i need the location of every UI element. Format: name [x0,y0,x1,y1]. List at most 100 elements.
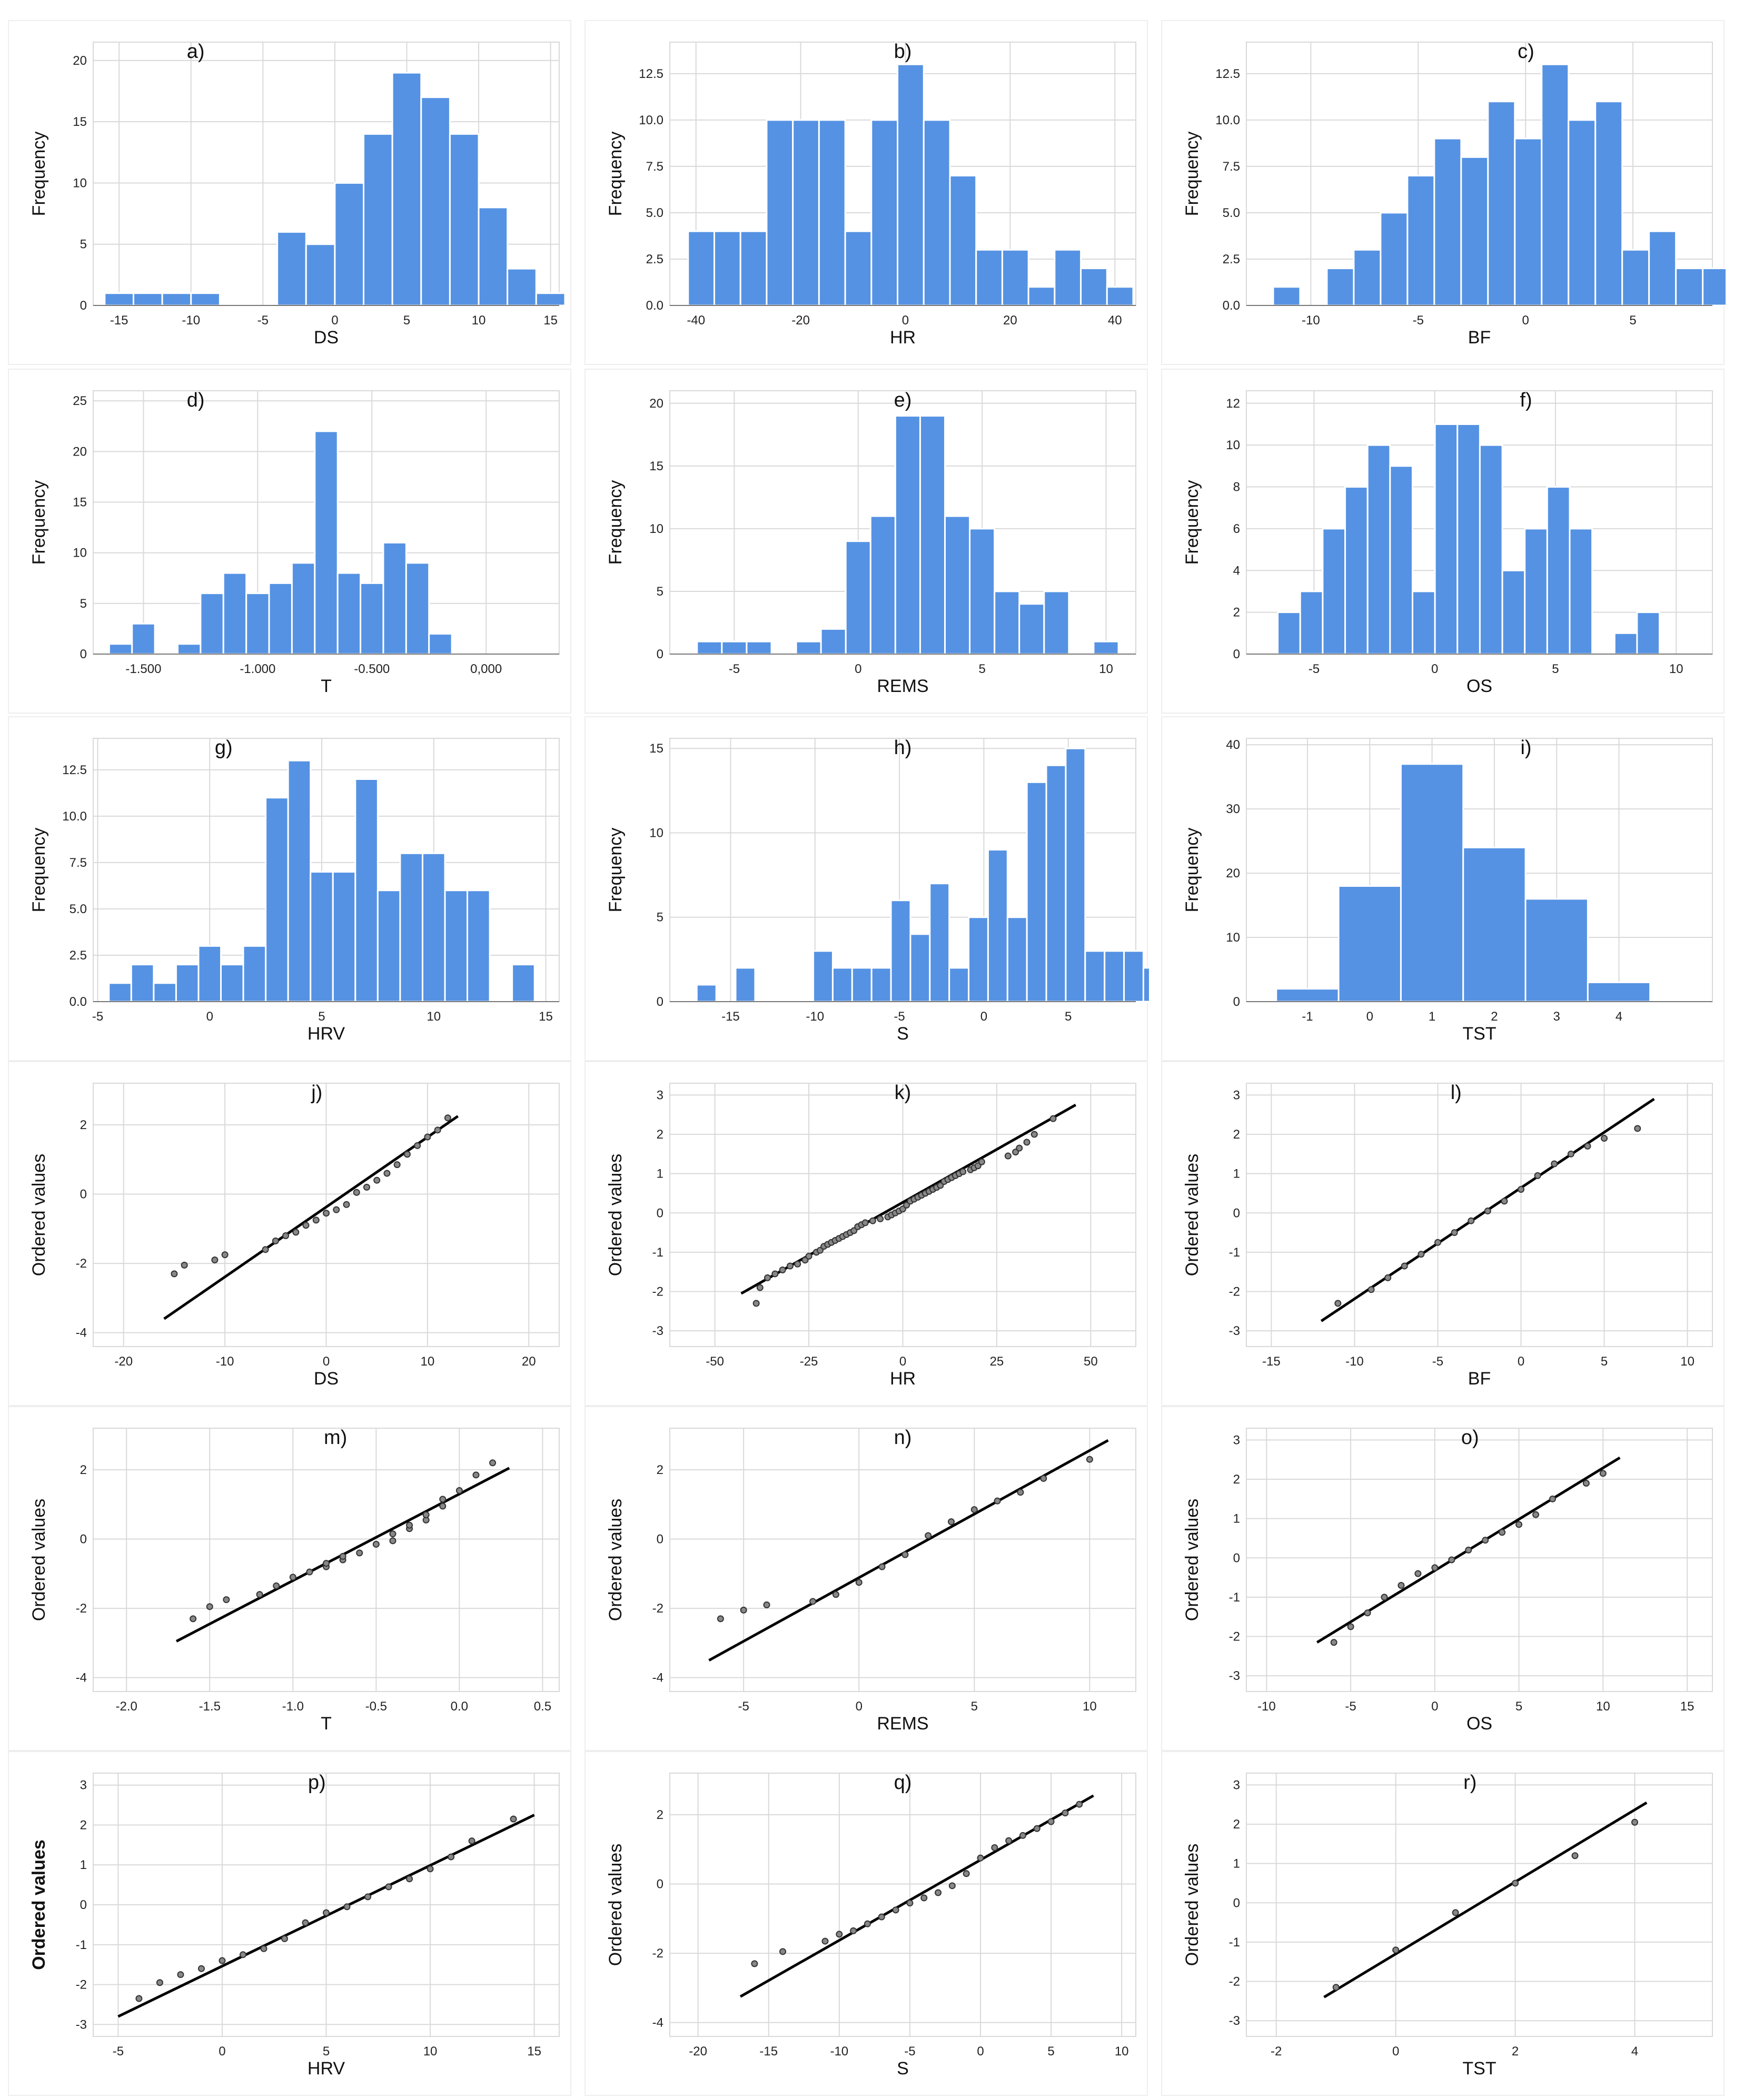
y-tick-label: 5.0 [646,206,663,220]
histogram-bar [948,967,970,1003]
x-axis-title: HRV [308,1024,345,1044]
y-tick-label: -2 [1229,1630,1240,1644]
x-tick-label: 0 [219,2044,225,2059]
y-tick-label: 5 [80,597,87,611]
qq-point [363,1183,370,1191]
qq-point [272,1237,279,1244]
y-tick-label: 0 [1233,1206,1240,1220]
y-tick-label: -2 [76,1601,87,1616]
qq-point [1434,1239,1441,1246]
x-axis-title: HRV [308,2059,345,2079]
histogram-bar [1043,590,1070,655]
histogram-bar [1541,63,1570,306]
histogram-bar [987,849,1008,1003]
y-tick-label: -4 [76,1326,87,1340]
qq-point [901,1551,909,1558]
qq-point [935,1889,942,1896]
x-tick-label: -5 [1432,1354,1443,1369]
x-tick-label: 0 [855,662,861,676]
histogram-bar [696,984,717,1003]
x-tick-label: 15 [543,313,558,328]
x-tick-label: 0 [977,2044,984,2059]
y-tick-label: -2 [76,1257,87,1271]
x-tick-label: 0.0 [451,1699,468,1714]
qq-point [323,1210,330,1217]
x-axis-title: OS [1466,676,1492,696]
qq-point [1332,1984,1340,1991]
histogram-bar [305,243,336,306]
x-tick-label: -5 [904,2044,915,2059]
histogram-bar [1018,603,1045,655]
x-tick-label: -5 [1345,1699,1356,1714]
y-tick-label: -1 [1229,1935,1240,1950]
qq-point [1518,1185,1525,1193]
qq-point [1534,1172,1541,1179]
histogram-bar [1479,444,1503,655]
y-tick-label: -2 [1229,1285,1240,1299]
histogram-bar [919,415,946,655]
y-tick-label: 40 [1226,738,1240,752]
histogram-bar [467,889,491,1003]
histogram-bar [449,133,480,306]
panel-m: -2.0 -1.5 -1.0 -0.5 0.0 0.5 -4 -2 0 2 T Ordered val… [8,1406,571,1751]
x-tick-label: 0 [206,1010,213,1024]
qq-point [906,1900,914,1907]
histogram-bar [923,119,951,306]
qq-point [1484,1208,1491,1215]
histogram-bar [444,889,469,1003]
qq-point [383,1170,391,1177]
histogram-bar [1337,885,1402,1003]
histogram-bar [795,640,822,655]
panel-label: a) [187,41,205,63]
qq-point [339,1552,346,1560]
histogram-bar [220,964,244,1003]
qq-point [809,1598,817,1605]
qq-point [763,1601,770,1609]
y-tick-label: 3 [1233,1433,1240,1447]
qq-point [1049,1115,1057,1122]
y-axis-title: Ordered values [1182,1844,1202,1966]
y-axis-title: Ordered values [606,1499,626,1621]
y-tick-label: 15 [649,741,663,756]
histogram-bar [334,182,365,306]
x-tick-label: -5 [113,2044,124,2059]
x-tick-label: -20 [114,1354,133,1369]
y-tick-label: 3 [1233,1088,1240,1102]
qq-point [422,1511,430,1518]
y-axis-title: Frequency [606,132,626,216]
qq-point [1551,1160,1558,1168]
x-tick-label: -40 [687,313,705,328]
x-axis-title: DS [314,328,339,348]
y-tick-label: 0.0 [70,995,87,1009]
histogram-bar [1123,950,1144,1003]
y-tick-label: 10 [649,522,663,536]
x-tick-label: 20 [1003,313,1017,328]
histogram-bar [1594,101,1623,306]
qq-point [892,1906,899,1914]
qq-point [181,1261,188,1269]
qq-point [786,1262,794,1270]
qq-point [289,1574,296,1581]
histogram-bar [1104,950,1125,1003]
qq-point [1086,1456,1093,1463]
qq-point [156,1979,163,1986]
x-tick-label: -1.0 [282,1699,304,1714]
histogram-bar [1456,423,1481,655]
x-axis-title: OS [1466,1714,1492,1734]
x-tick-label: -1.5 [199,1699,221,1714]
panel-c: -10 -5 0 5 0.0 2.5 5.0 7.5 10.0 12.5 BF Frequency c) [1161,20,1726,365]
qq-point [1367,1286,1375,1293]
qq-point [1451,1229,1458,1237]
y-tick-label: 0 [1233,995,1240,1009]
histogram-bar [1353,249,1382,306]
histogram-bar [1326,268,1355,306]
histogram-bar [376,889,401,1003]
histogram-bar [108,643,133,655]
panel-h: -15 -10 -5 0 5 0 5 10 15 S Frequency h) [584,716,1149,1061]
y-tick-label: 0 [1233,1896,1240,1910]
y-tick-label: 0 [657,995,663,1009]
histogram-bar [949,175,977,306]
y-tick-label: 1 [1233,1167,1240,1181]
